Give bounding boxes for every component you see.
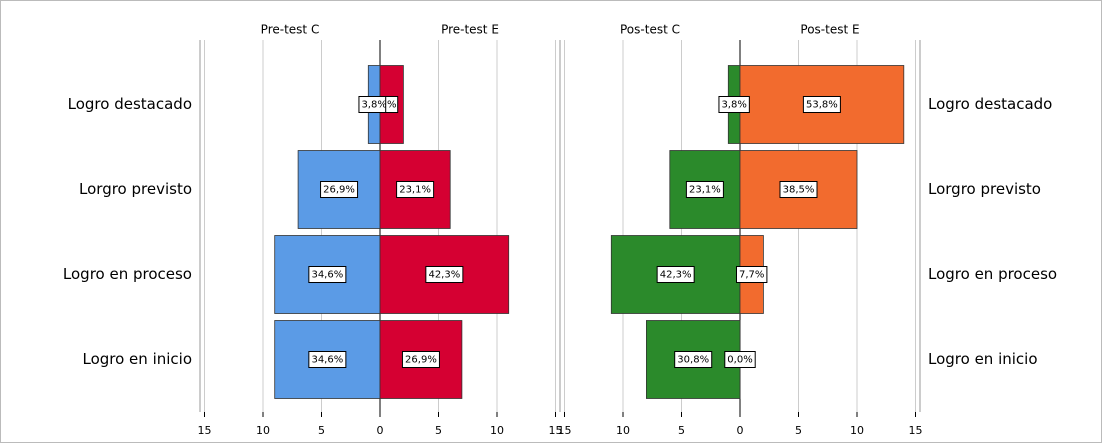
- x-tick-label: 15: [198, 424, 212, 437]
- value-label-box: [736, 266, 768, 283]
- value-label-box: [401, 351, 440, 368]
- value-label: 34,6%: [311, 355, 343, 366]
- category-label: Logro destacado: [928, 95, 1052, 113]
- category-label: Logro en inicio: [82, 350, 192, 368]
- x-tick-label: 15: [558, 424, 572, 437]
- panel-header: Pos-test E: [800, 23, 859, 37]
- value-label-box: [674, 351, 713, 368]
- value-label: 53,8%: [806, 100, 838, 111]
- value-label: 23,1%: [399, 185, 431, 196]
- value-label: 38,5%: [783, 185, 815, 196]
- value-label: 3,8%: [361, 100, 386, 111]
- value-label: 3,8%: [721, 100, 746, 111]
- value-label: 42,3%: [660, 270, 692, 281]
- x-tick-label: 5: [678, 424, 685, 437]
- category-label: Lorgro previsto: [928, 180, 1041, 198]
- x-tick-label: 5: [318, 424, 325, 437]
- value-label-box: [385, 96, 399, 113]
- value-label-box: [320, 181, 359, 198]
- category-label: Logro destacado: [68, 95, 192, 113]
- value-label-box: [802, 96, 841, 113]
- panel-header: Pre-test E: [441, 23, 499, 37]
- category-label: Logro en inicio: [928, 350, 1038, 368]
- value-label: 23,1%: [689, 185, 721, 196]
- x-tick-label: 5: [795, 424, 802, 437]
- value-label: 7,7%: [739, 270, 764, 281]
- x-tick-label: 10: [850, 424, 864, 437]
- x-tick-label: 5: [435, 424, 442, 437]
- panel-header: Pos-test C: [620, 23, 680, 37]
- value-label: 30,8%: [677, 355, 709, 366]
- category-label: Logro en proceso: [63, 265, 192, 283]
- x-tick-label: 0: [377, 424, 384, 437]
- category-label: Lorgro previsto: [79, 180, 192, 198]
- value-label-box: [724, 351, 756, 368]
- x-tick-label: 15: [549, 424, 563, 437]
- value-label: 42,3%: [428, 270, 460, 281]
- value-label-box: [308, 351, 347, 368]
- value-label-box: [779, 181, 818, 198]
- category-label: Logro en proceso: [928, 265, 1057, 283]
- value-label-box: [656, 266, 695, 283]
- x-tick-label: 0: [737, 424, 744, 437]
- x-tick-label: 10: [490, 424, 504, 437]
- value-label-box: [425, 266, 464, 283]
- value-label-box: [308, 266, 347, 283]
- value-label-box: [718, 96, 750, 113]
- value-label: 26,9%: [323, 185, 355, 196]
- x-tick-label: 10: [616, 424, 630, 437]
- value-label-box: [396, 181, 435, 198]
- value-label: 0,0%: [727, 355, 752, 366]
- bar: [297, 150, 381, 229]
- value-label: 26,9%: [405, 355, 437, 366]
- value-label-box: [685, 181, 724, 198]
- panel-header: Pre-test C: [261, 23, 320, 37]
- x-tick-label: 10: [256, 424, 270, 437]
- value-label: %: [387, 100, 397, 111]
- x-tick-label: 15: [909, 424, 923, 437]
- value-label: 34,6%: [311, 270, 343, 281]
